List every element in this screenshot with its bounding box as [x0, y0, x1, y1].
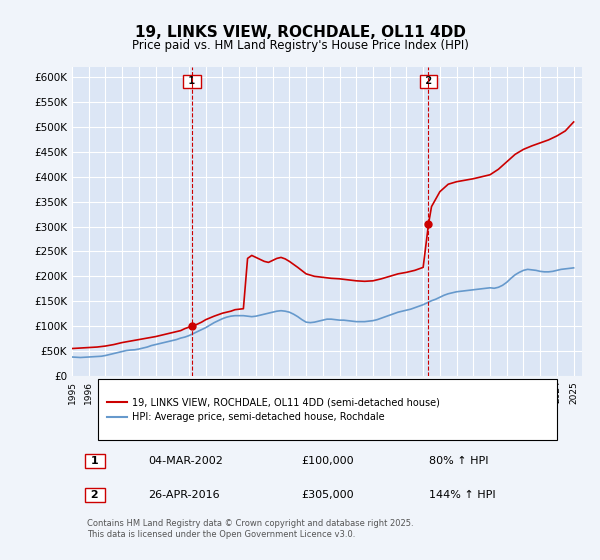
Text: 2: 2: [422, 77, 435, 86]
Text: 1: 1: [185, 77, 199, 86]
Text: 04-MAR-2002: 04-MAR-2002: [149, 456, 223, 466]
Legend: 19, LINKS VIEW, ROCHDALE, OL11 4DD (semi-detached house), HPI: Average price, se: 19, LINKS VIEW, ROCHDALE, OL11 4DD (semi…: [107, 398, 440, 422]
Text: Price paid vs. HM Land Registry's House Price Index (HPI): Price paid vs. HM Land Registry's House …: [131, 39, 469, 52]
Text: 1: 1: [88, 456, 103, 466]
Text: £100,000: £100,000: [302, 456, 354, 466]
Text: 19, LINKS VIEW, ROCHDALE, OL11 4DD: 19, LINKS VIEW, ROCHDALE, OL11 4DD: [134, 25, 466, 40]
Text: Contains HM Land Registry data © Crown copyright and database right 2025.
This d: Contains HM Land Registry data © Crown c…: [88, 519, 414, 539]
Text: 2: 2: [88, 490, 103, 500]
Text: 26-APR-2016: 26-APR-2016: [149, 490, 220, 500]
FancyBboxPatch shape: [97, 379, 557, 440]
Text: £305,000: £305,000: [302, 490, 354, 500]
Text: 144% ↑ HPI: 144% ↑ HPI: [429, 490, 496, 500]
Text: 80% ↑ HPI: 80% ↑ HPI: [429, 456, 488, 466]
